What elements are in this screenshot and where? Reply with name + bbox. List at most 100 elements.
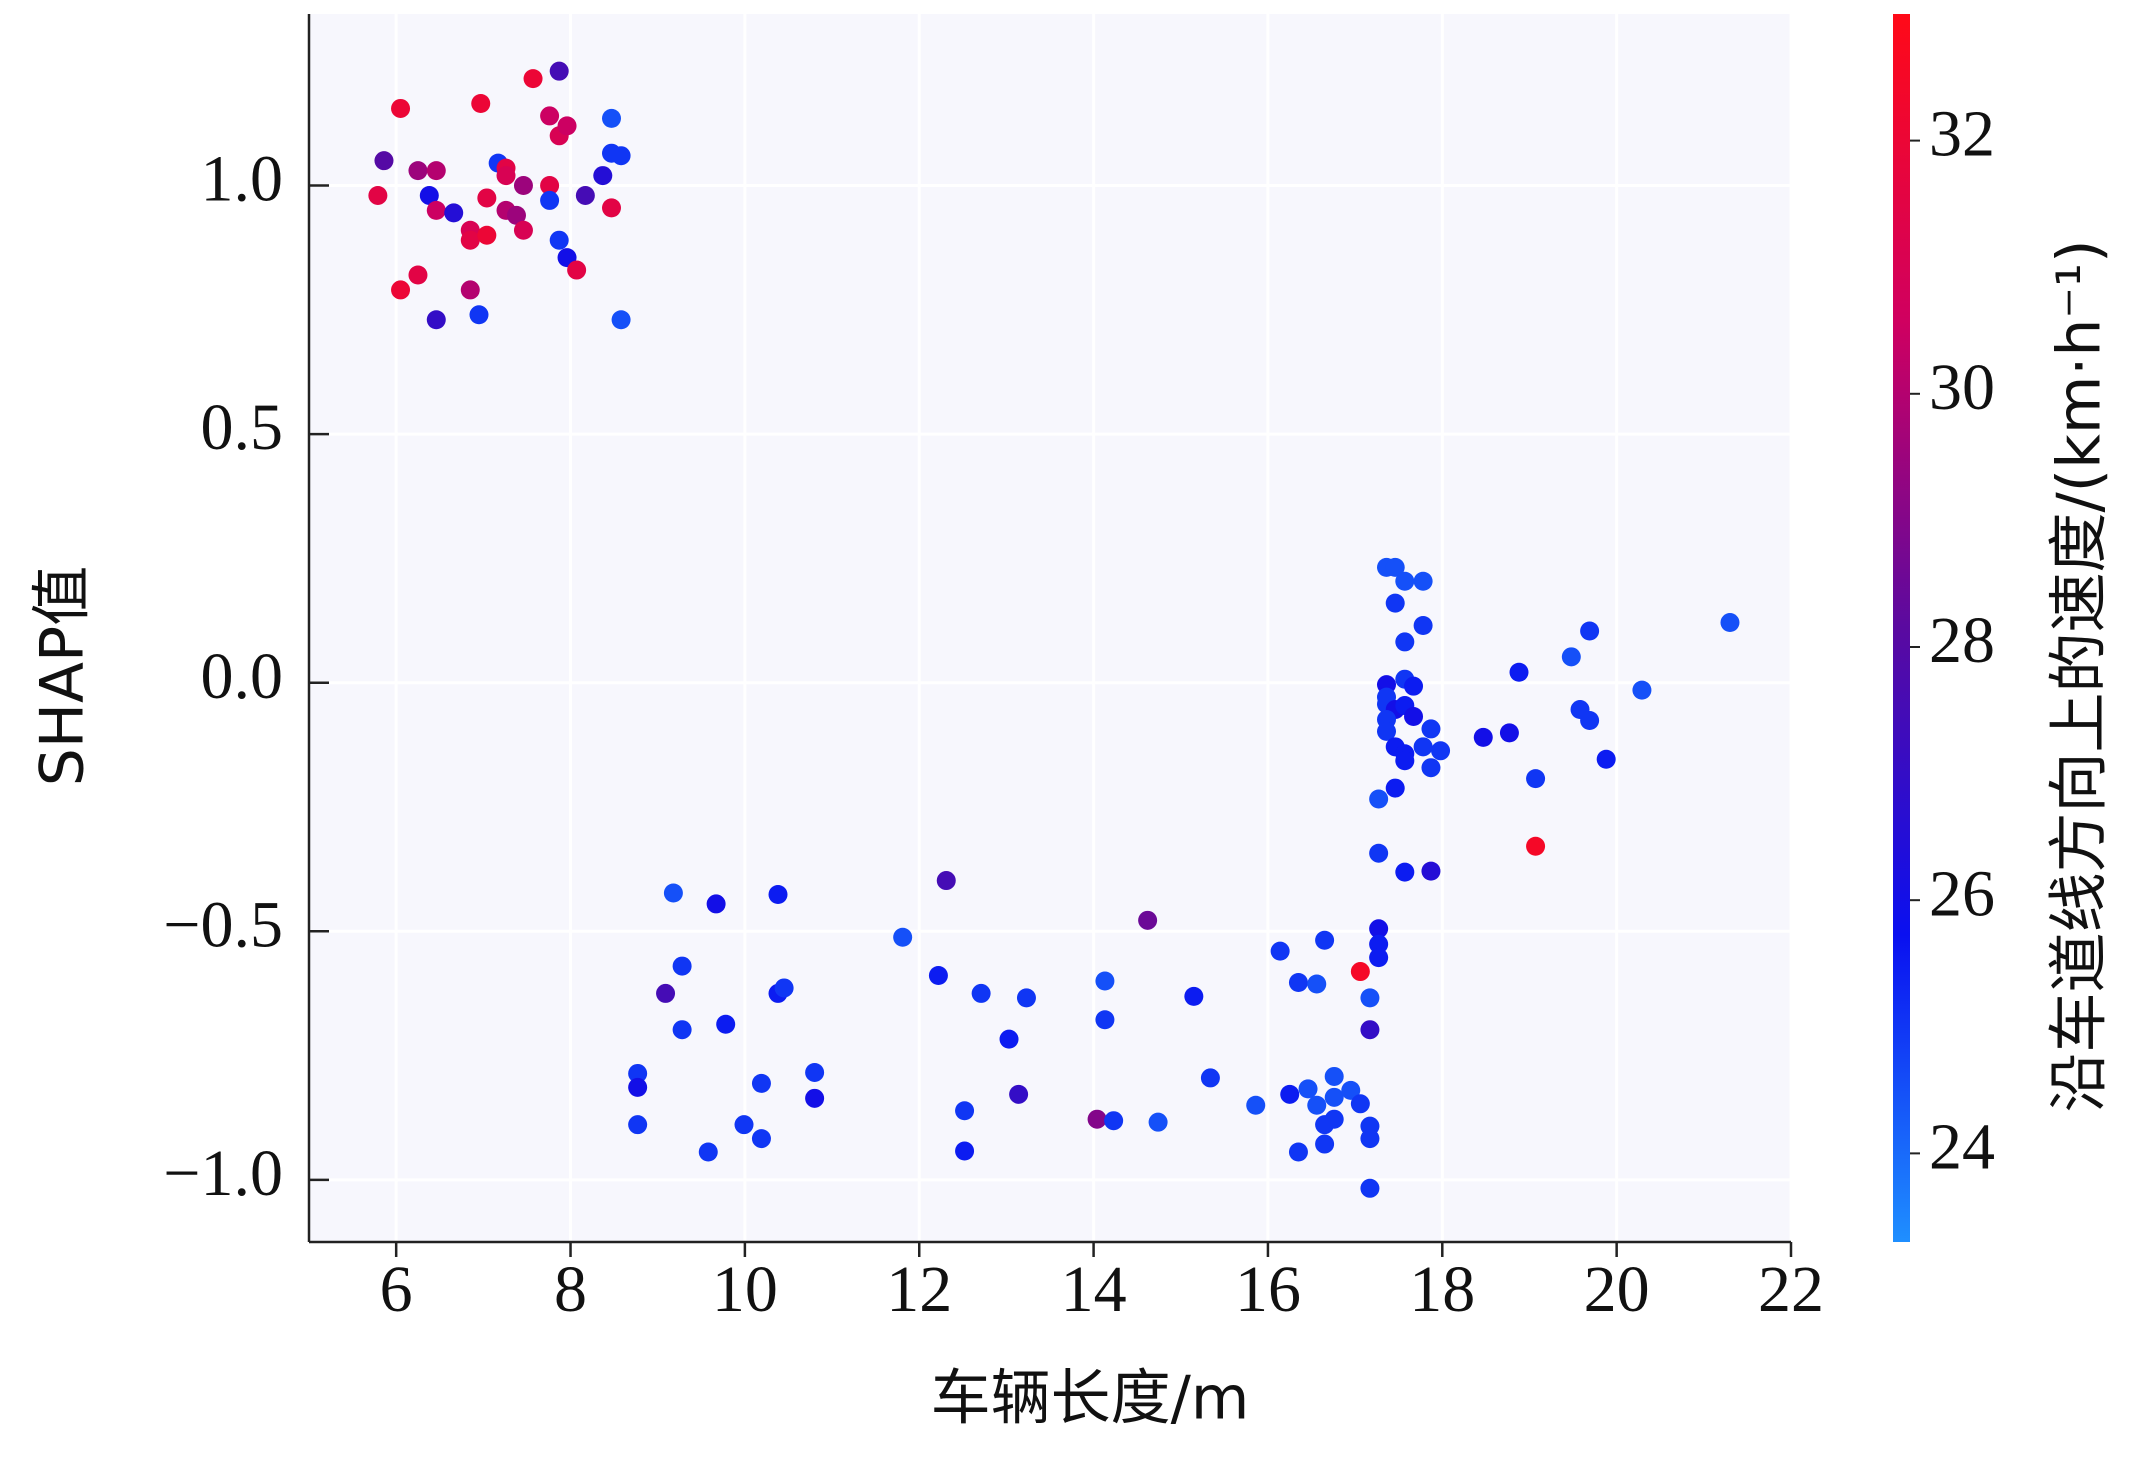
point <box>628 1063 648 1083</box>
x-tick-label: 16 <box>1235 1253 1301 1326</box>
x-tick-label: 10 <box>712 1253 778 1326</box>
point <box>1509 662 1529 682</box>
point <box>751 1129 771 1149</box>
point <box>575 185 595 205</box>
point <box>1369 948 1389 968</box>
point <box>1360 1178 1380 1198</box>
point <box>805 1062 825 1082</box>
point <box>408 265 428 285</box>
point <box>734 1115 754 1135</box>
point <box>477 225 497 245</box>
point <box>1421 861 1441 881</box>
point <box>1369 843 1389 863</box>
x-tick-label: 6 <box>380 1253 413 1326</box>
point <box>1315 1134 1335 1154</box>
point <box>1095 971 1115 991</box>
point <box>1404 676 1424 696</box>
point <box>426 310 446 330</box>
y-axis-label: SHAP值 <box>28 566 98 786</box>
point <box>419 185 439 205</box>
colorbar <box>1893 14 1910 1242</box>
point <box>540 190 560 210</box>
point <box>805 1088 825 1108</box>
point <box>1016 988 1036 1008</box>
point <box>523 69 543 89</box>
point <box>1395 862 1415 882</box>
point <box>1720 613 1740 633</box>
point <box>955 1141 975 1161</box>
point <box>1596 749 1616 769</box>
point <box>496 166 516 186</box>
point <box>999 1029 1019 1049</box>
x-axis-label: 车辆长度/m <box>931 1364 1250 1434</box>
point <box>1395 571 1415 591</box>
point <box>1104 1111 1124 1131</box>
point <box>1369 934 1389 954</box>
point <box>540 176 560 196</box>
point <box>1246 1095 1266 1115</box>
y-tick-label: −0.5 <box>163 888 283 961</box>
point <box>1184 986 1204 1006</box>
x-tick-label: 12 <box>886 1253 952 1326</box>
point <box>1395 751 1415 771</box>
point <box>374 151 394 171</box>
point <box>628 1115 648 1135</box>
point <box>1369 919 1389 939</box>
point <box>549 61 569 81</box>
point <box>1499 723 1519 743</box>
point <box>893 927 913 947</box>
point <box>663 883 683 903</box>
point <box>1580 710 1600 730</box>
point <box>1307 1095 1327 1115</box>
point <box>1561 647 1581 667</box>
point <box>1580 621 1600 641</box>
y-tick-label: 0.5 <box>201 391 284 464</box>
x-tick-label: 14 <box>1061 1253 1127 1326</box>
point <box>768 884 788 904</box>
point <box>1324 1066 1344 1086</box>
y-tick-label: 0.0 <box>201 640 284 713</box>
point <box>1138 910 1158 930</box>
point <box>460 230 480 250</box>
point <box>1377 721 1397 741</box>
point <box>936 871 956 891</box>
point <box>567 260 587 280</box>
point <box>656 983 676 1003</box>
colorbar-label: 沿车道线方向上的速度/(km·h⁻¹) <box>2045 239 2115 1112</box>
point <box>628 1077 648 1097</box>
x-tick-label: 8 <box>554 1253 587 1326</box>
point <box>513 176 533 196</box>
point <box>1288 972 1308 992</box>
point <box>751 1073 771 1093</box>
point <box>1148 1112 1168 1132</box>
point <box>1009 1084 1029 1104</box>
point <box>444 203 464 223</box>
point <box>1369 789 1389 809</box>
point <box>971 983 991 1003</box>
x-tick-label: 20 <box>1584 1253 1650 1326</box>
point <box>1431 741 1451 761</box>
colorbar-tick-label: 30 <box>1929 351 1995 424</box>
y-tick-label: 1.0 <box>201 143 284 216</box>
point <box>1404 706 1424 726</box>
x-tick-label: 22 <box>1758 1253 1824 1326</box>
point <box>391 98 411 118</box>
point <box>1360 988 1380 1008</box>
point <box>557 116 577 136</box>
point <box>1200 1068 1220 1088</box>
point <box>1324 1087 1344 1107</box>
point <box>1526 769 1546 789</box>
point <box>1385 557 1405 577</box>
point <box>1298 1079 1318 1099</box>
point <box>672 1020 692 1040</box>
point <box>602 108 622 128</box>
point <box>408 161 428 181</box>
x-tick-label: 18 <box>1409 1253 1475 1326</box>
point <box>549 230 569 250</box>
point <box>506 205 526 225</box>
point <box>698 1142 718 1162</box>
point <box>460 280 480 300</box>
point <box>928 966 948 986</box>
colorbar-tick-label: 32 <box>1929 98 1995 171</box>
